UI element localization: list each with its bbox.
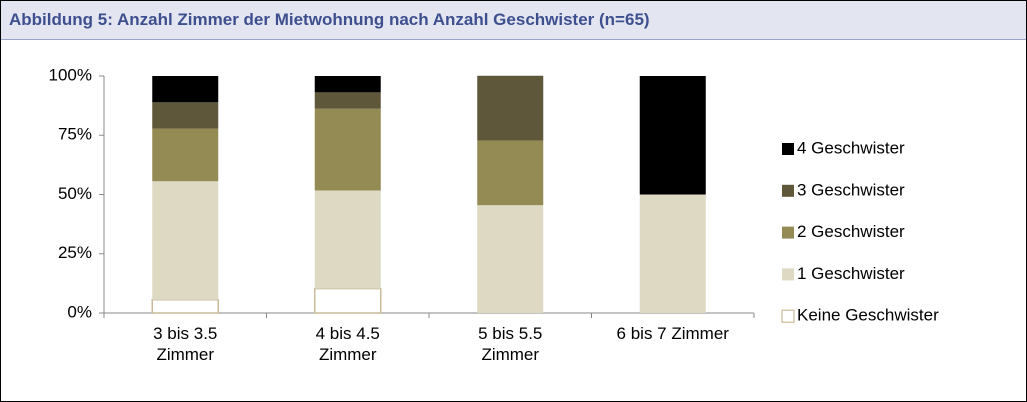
bar-segment	[152, 128, 219, 182]
legend-swatch	[781, 309, 795, 323]
bar-segment	[477, 75, 544, 141]
bar-segment	[314, 108, 381, 191]
y-tick-label: 50%	[58, 184, 92, 203]
bar-segment	[314, 287, 382, 314]
bar-segment	[314, 76, 381, 93]
y-tick-label: 0%	[67, 302, 92, 321]
bar-segment	[314, 92, 381, 109]
x-tick-label: 4 bis 4.5 Zimmer	[315, 324, 380, 364]
legend-swatch	[782, 226, 794, 239]
legend-swatch	[782, 268, 794, 281]
chart-title: Abbildung 5: Anzahl Zimmer der Mietwohnu…	[9, 10, 650, 29]
legend-label: 4 Geschwister	[797, 138, 905, 157]
legend-label: 1 Geschwister	[797, 264, 905, 283]
y-tick-label: 75%	[58, 125, 92, 144]
legend-swatch	[782, 143, 794, 155]
bar-segment	[477, 140, 544, 206]
legend-swatch	[782, 184, 794, 197]
bar-segment	[152, 102, 219, 129]
x-tick-label: 3 bis 3.5 Zimmer	[153, 324, 218, 364]
bar-segment	[314, 190, 381, 289]
title-band: Abbildung 5: Anzahl Zimmer der Mietwohnu…	[1, 1, 1026, 40]
bar-segment	[477, 205, 544, 313]
bar-segment	[639, 194, 706, 313]
legend-label: 2 Geschwister	[797, 222, 905, 241]
bar-segment	[152, 76, 219, 103]
x-tick-label: 6 bis 7 Zimmer	[616, 324, 729, 343]
x-tick-label: 5 bis 5.5 Zimmer	[478, 324, 543, 364]
bar-segment	[152, 181, 219, 300]
y-tick-label: 25%	[58, 243, 92, 262]
legend-label: 3 Geschwister	[797, 180, 905, 199]
legend-label: Keine Geschwister	[797, 306, 939, 325]
bar-segment	[151, 298, 219, 314]
y-tick-label: 100%	[49, 65, 92, 84]
bar-segment	[639, 76, 706, 195]
